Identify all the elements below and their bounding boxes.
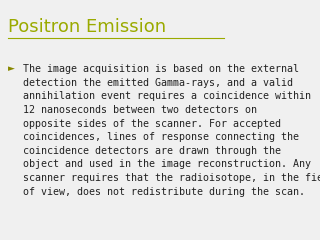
Text: ►: ► (8, 64, 15, 73)
Text: The image acquisition is based on the external
detection the emitted Gamma-rays,: The image acquisition is based on the ex… (23, 64, 320, 197)
Text: Positron Emission: Positron Emission (8, 18, 166, 36)
